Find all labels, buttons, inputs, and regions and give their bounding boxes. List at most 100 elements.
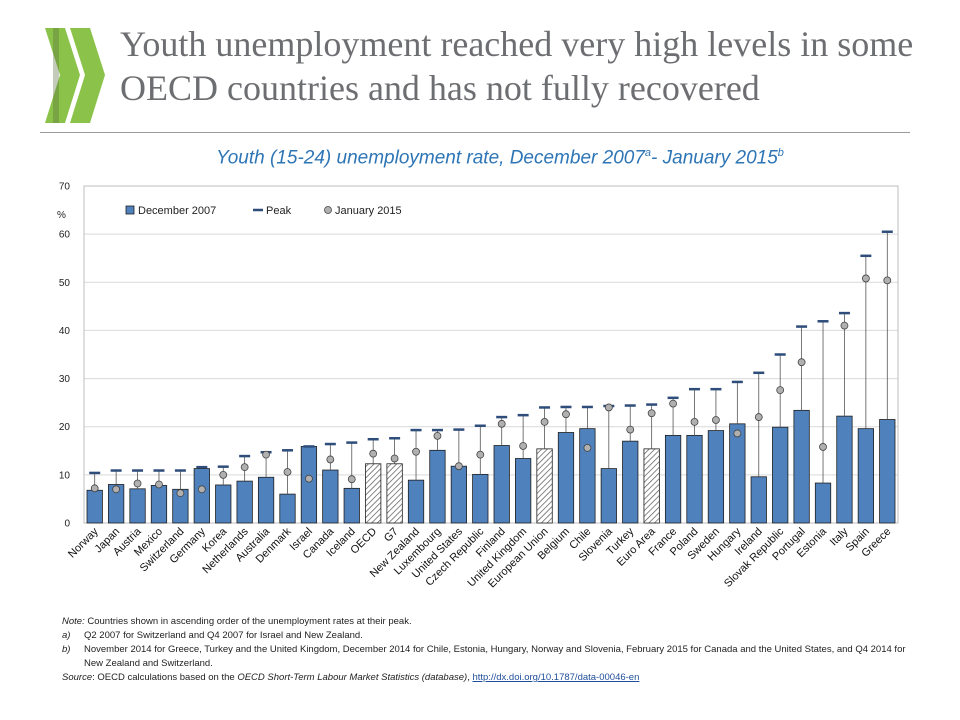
jan2015-marker-2 bbox=[133, 479, 142, 488]
jan2015-marker-7 bbox=[240, 463, 249, 472]
legend-swatch-jan2015 bbox=[324, 206, 332, 214]
legend-label-jan2015: January 2015 bbox=[335, 205, 402, 217]
y-tick-label-0: 0 bbox=[64, 519, 70, 530]
bar-dec2007-24 bbox=[600, 468, 617, 524]
legend-label-peak: Peak bbox=[266, 205, 292, 217]
jan2015-marker-13 bbox=[369, 449, 378, 458]
plot-frame bbox=[83, 185, 899, 524]
bar-dec2007-7 bbox=[236, 480, 253, 524]
bar-dec2007-3 bbox=[150, 485, 168, 524]
source-line: Source: OECD calculations based on the O… bbox=[62, 671, 922, 685]
jan2015-marker-1 bbox=[112, 485, 121, 494]
chart-title-main: Youth (15-24) unemployment rate, Decembe… bbox=[216, 147, 645, 169]
note-general: Note: Countries shown in ascending order… bbox=[62, 615, 922, 629]
jan2015-marker-24 bbox=[604, 403, 613, 412]
marker-layer bbox=[90, 274, 892, 498]
bar-dec2007-31 bbox=[750, 476, 767, 524]
logo-gap-left bbox=[53, 28, 59, 123]
jan2015-marker-6 bbox=[219, 470, 228, 479]
y-tick-label-1: 10 bbox=[59, 470, 71, 481]
jan2015-marker-10 bbox=[305, 474, 313, 483]
bar-dec2007-16 bbox=[429, 449, 446, 524]
bar-dec2007-14 bbox=[386, 463, 403, 524]
title-divider bbox=[40, 132, 910, 133]
bar-dec2007-36 bbox=[857, 428, 874, 524]
jan2015-marker-33 bbox=[797, 358, 806, 367]
jan2015-marker-25 bbox=[626, 425, 635, 434]
source-pre: : OECD calculations based on the bbox=[92, 672, 238, 683]
y-tick-label-6: 60 bbox=[59, 230, 71, 241]
bar-dec2007-34 bbox=[814, 482, 832, 524]
bar-dec2007-30 bbox=[729, 423, 746, 524]
bar-dec2007-11 bbox=[322, 469, 339, 524]
source-sep: , bbox=[467, 672, 473, 683]
bar-dec2007-27 bbox=[664, 434, 682, 524]
bar-dec2007-22 bbox=[557, 432, 575, 524]
jan2015-marker-32 bbox=[776, 386, 785, 395]
jan2015-marker-11 bbox=[326, 455, 335, 464]
jan2015-marker-21 bbox=[540, 417, 549, 426]
jan2015-marker-36 bbox=[861, 274, 870, 283]
logo-chevron-1 bbox=[45, 28, 80, 123]
bar-dec2007-26 bbox=[643, 448, 660, 524]
note-b-key: b) bbox=[62, 644, 71, 655]
jan2015-marker-15 bbox=[412, 447, 420, 456]
jan2015-marker-0 bbox=[90, 484, 99, 493]
bar-dec2007-23 bbox=[579, 428, 596, 524]
x-label-layer: NorwayJapanAustriaMexicoSwitzerlandGerma… bbox=[66, 525, 893, 590]
bar-dec2007-5 bbox=[193, 468, 210, 524]
unemployment-chart: 0 10 20 30 40 50 60 70 NorwayJapanAustriaMexico… bbox=[57, 182, 899, 590]
bar-dec2007-15 bbox=[407, 479, 425, 524]
note-a: a) Q2 2007 for Switzerland and Q4 2007 fo… bbox=[62, 629, 922, 643]
bar-dec2007-12 bbox=[343, 487, 360, 524]
note-text: Countries shown in ascending order of th… bbox=[84, 616, 412, 627]
jan2015-marker-35 bbox=[840, 321, 849, 330]
chart-title: Youth (15-24) unemployment rate, Decembe… bbox=[0, 147, 960, 169]
slide-title: Youth unemployment reached very high lev… bbox=[120, 24, 914, 108]
bar-dec2007-28 bbox=[686, 434, 703, 524]
jan2015-marker-3 bbox=[155, 480, 163, 489]
chart-notes: Note: Countries shown in ascending order… bbox=[62, 615, 922, 685]
bar-dec2007-10 bbox=[300, 446, 318, 524]
jan2015-marker-37 bbox=[883, 276, 892, 285]
jan2015-marker-31 bbox=[754, 413, 763, 421]
jan2015-marker-9 bbox=[283, 468, 292, 476]
y-tick-label-5: 50 bbox=[59, 278, 71, 289]
bar-dec2007-33 bbox=[793, 409, 810, 524]
source-link[interactable]: http://dx.doi.org/10.1787/data-00046-en bbox=[472, 672, 640, 683]
y-tick-label-7: 70 bbox=[59, 182, 71, 193]
jan2015-marker-22 bbox=[562, 410, 570, 419]
jan2015-marker-12 bbox=[347, 475, 356, 484]
bar-dec2007-18 bbox=[472, 473, 489, 524]
chart-title-sup-b: b bbox=[777, 147, 784, 159]
jan2015-marker-27 bbox=[669, 399, 677, 408]
jan2015-marker-8 bbox=[262, 450, 270, 459]
source-label: Source bbox=[62, 672, 93, 683]
logo-chevron-2 bbox=[70, 28, 105, 123]
note-a-key: a) bbox=[62, 630, 71, 641]
jan2015-marker-20 bbox=[519, 442, 528, 450]
bar-dec2007-6 bbox=[215, 484, 232, 524]
source-database: OECD Short-Term Labour Market Statistics… bbox=[237, 672, 468, 683]
bar-dec2007-13 bbox=[365, 463, 382, 524]
note-a-text: Q2 2007 for Switzerland and Q4 2007 for … bbox=[84, 630, 363, 641]
jan2015-marker-23 bbox=[583, 443, 592, 452]
jan2015-marker-30 bbox=[733, 429, 742, 438]
y-tick-label-4: 40 bbox=[59, 326, 71, 337]
bar-dec2007-25 bbox=[622, 440, 639, 524]
bar-dec2007-8 bbox=[257, 476, 275, 524]
y-tick-label-2: 20 bbox=[59, 422, 71, 433]
jan2015-marker-17 bbox=[454, 462, 463, 471]
legend-swatch-dec2007 bbox=[125, 205, 135, 215]
bar-dec2007-35 bbox=[836, 415, 853, 524]
bar-dec2007-0 bbox=[86, 489, 103, 524]
y-axis-unit: % bbox=[57, 210, 66, 221]
jan2015-marker-5 bbox=[197, 485, 206, 494]
bar-dec2007-19 bbox=[493, 445, 510, 524]
jan2015-marker-26 bbox=[647, 409, 656, 418]
chart-legend: December 2007 Peak January 2015 bbox=[125, 205, 402, 217]
jan2015-marker-34 bbox=[819, 443, 827, 451]
bar-dec2007-29 bbox=[707, 430, 725, 524]
chart-title-mid: - January 2015 bbox=[651, 147, 778, 169]
jan2015-marker-4 bbox=[176, 489, 185, 498]
